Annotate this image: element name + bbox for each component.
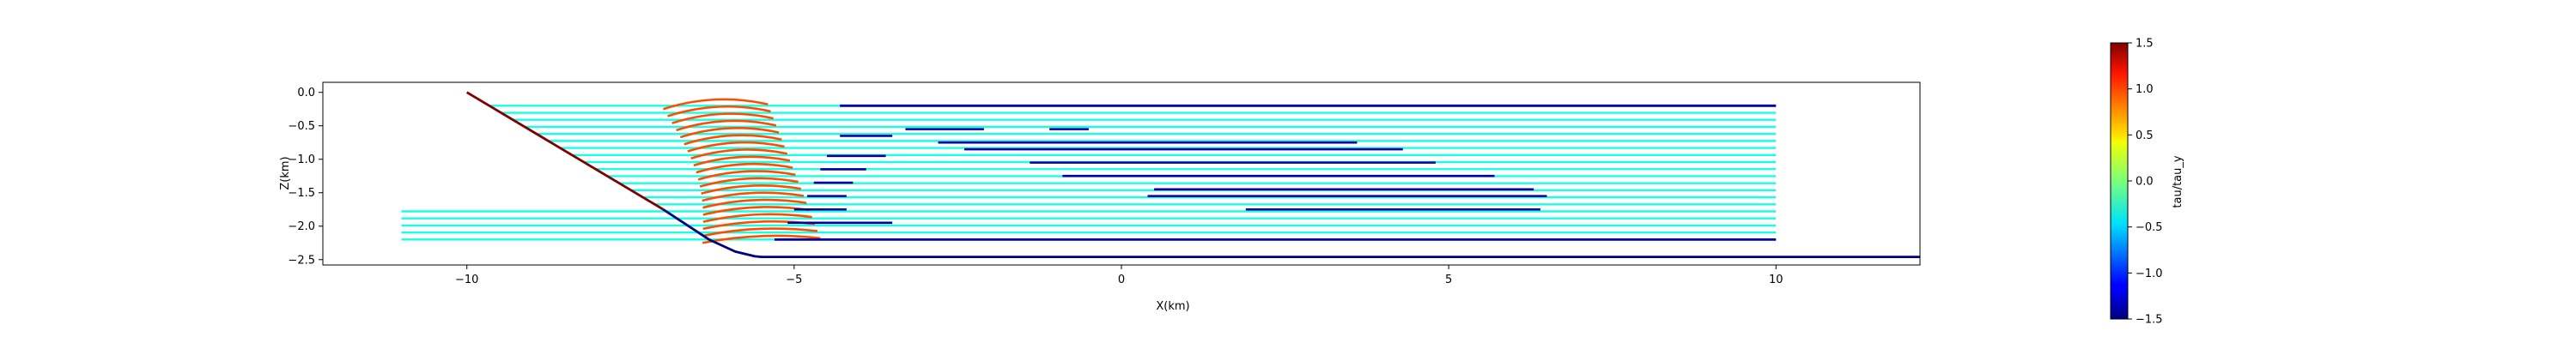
fold-layer-segment bbox=[667, 105, 771, 117]
colorbar-label: tau/tau_y bbox=[2172, 155, 2184, 208]
boundary-lines bbox=[465, 91, 1920, 259]
colorbar-tick-label: 1.5 bbox=[2136, 38, 2154, 51]
x-axis: −10 −5 0 5 10 bbox=[455, 265, 1783, 286]
fold-layer-segment bbox=[693, 155, 791, 167]
colorbar-ticks: 1.5 1.0 0.5 0.0 −0.5 −1.0 −1.5 bbox=[2128, 38, 2163, 327]
y-tick-label: −2.0 bbox=[288, 220, 315, 233]
fold-layer-segment bbox=[683, 134, 782, 146]
colorbar-gradient bbox=[2110, 42, 2129, 320]
basal-boundary-line bbox=[662, 208, 1920, 259]
fold-layer-segment bbox=[697, 170, 796, 181]
fold-layer-segment bbox=[679, 127, 780, 139]
y-tick-label: −1.0 bbox=[288, 153, 315, 166]
x-tick-label: 10 bbox=[1769, 274, 1783, 286]
plot-area bbox=[401, 91, 1920, 259]
fold-layer-segment bbox=[701, 184, 802, 196]
colorbar-tick-label: 1.0 bbox=[2136, 83, 2154, 96]
colorbar-tick-label: −1.5 bbox=[2136, 314, 2163, 327]
x-tick-label: 0 bbox=[1118, 274, 1125, 286]
fold-layer-segment bbox=[702, 198, 807, 209]
fold-layer-segment bbox=[671, 112, 775, 124]
fold-layer-segment bbox=[702, 234, 821, 244]
fold-layer-segment bbox=[676, 119, 777, 132]
y-tick-label: −2.5 bbox=[288, 254, 315, 267]
fold-layer-segment bbox=[702, 227, 818, 238]
colorbar-tick-label: 0.5 bbox=[2136, 129, 2154, 142]
y-axis-label: Z(km) bbox=[279, 156, 292, 190]
axes-frame bbox=[322, 81, 1921, 266]
fold-layer-segment bbox=[696, 162, 793, 174]
fold-layer-segment bbox=[699, 177, 799, 188]
y-tick-label: −1.5 bbox=[288, 187, 315, 200]
colorbar-tick-label: 0.0 bbox=[2136, 176, 2154, 189]
colorbar-tick-label: −0.5 bbox=[2136, 221, 2163, 234]
x-tick-label: 5 bbox=[1445, 274, 1452, 286]
colorbar-tick-label: −1.0 bbox=[2136, 268, 2163, 280]
x-tick-label: −5 bbox=[786, 274, 802, 286]
fold-layer-segment bbox=[687, 141, 785, 153]
y-tick-label: 0.0 bbox=[297, 87, 315, 99]
fold-layer-segment bbox=[702, 213, 812, 223]
fault-line bbox=[465, 91, 665, 211]
y-axis: 0.0 −0.5 −1.0 −1.5 −2.0 −2.5 bbox=[288, 87, 323, 267]
x-axis-label: X(km) bbox=[1156, 300, 1189, 313]
y-tick-label: −0.5 bbox=[288, 120, 315, 133]
colorbar: 1.5 1.0 0.5 0.0 −0.5 −1.0 −1.5 tau/tau_y bbox=[2110, 38, 2184, 327]
fold-layer-segment bbox=[662, 98, 769, 111]
fold-layer-segment bbox=[690, 148, 788, 159]
sediment-layers bbox=[401, 98, 1777, 244]
detachment-patches bbox=[787, 128, 1547, 225]
fold-layer-segment bbox=[702, 191, 805, 202]
x-tick-label: −10 bbox=[455, 274, 478, 286]
